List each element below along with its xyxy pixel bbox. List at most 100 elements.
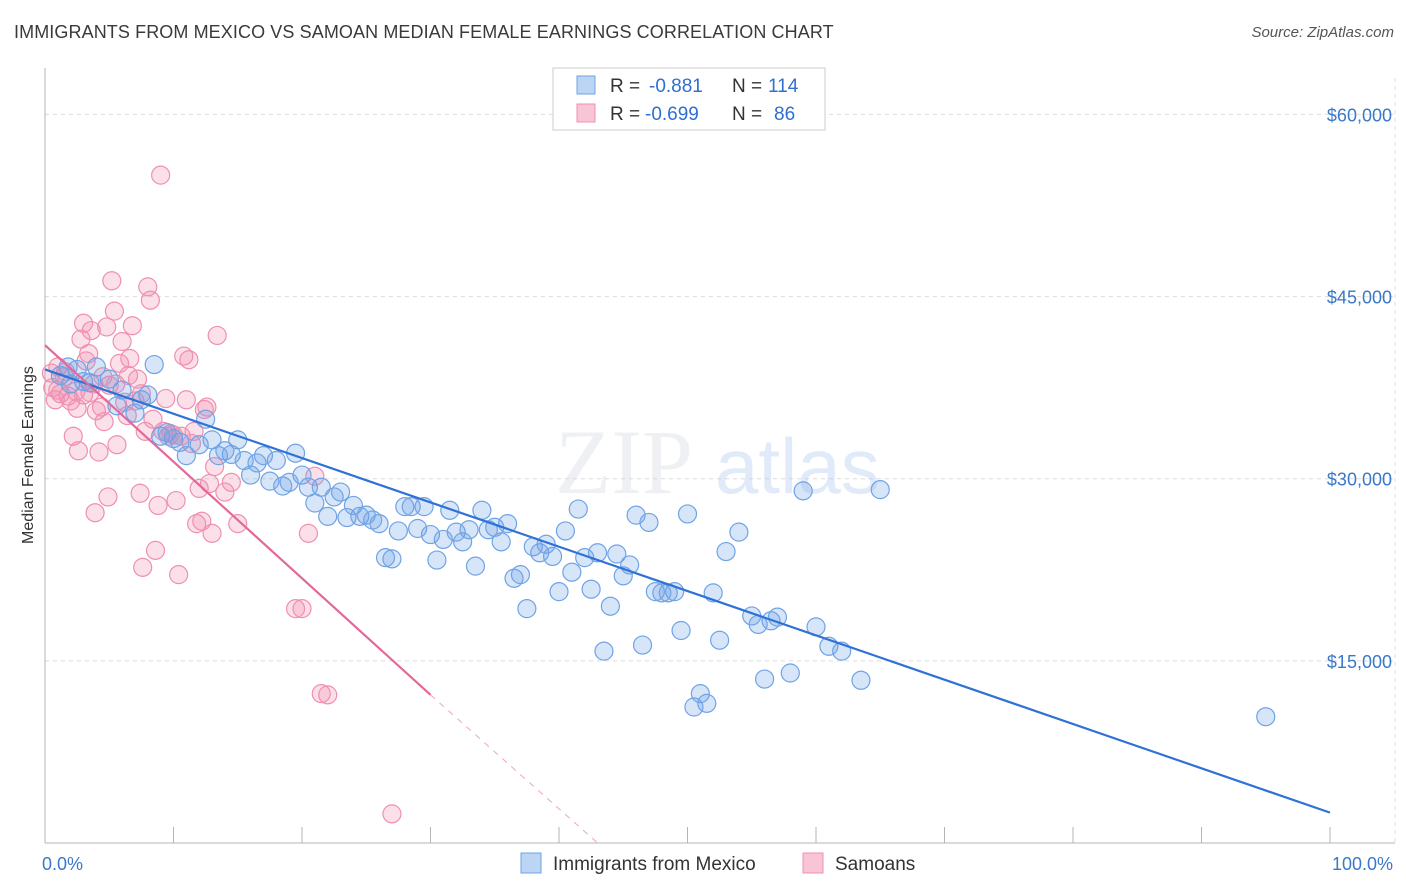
y-tick-labels: $15,000 $30,000 $45,000 $60,000 [1327,105,1392,671]
samoans-point-67 [292,599,312,619]
chart-title: IMMIGRANTS FROM MEXICO VS SAMOAN MEDIAN … [14,22,834,42]
legend-swatch-mexico [576,75,596,95]
x-tick-labels: 0.0% 100.0% [42,854,1393,874]
mexico-point-75 [549,582,569,602]
samoans-point-82 [43,378,63,398]
samoans-point-65 [228,514,248,534]
samoans-point-33 [133,557,153,577]
samoans-point-77 [80,382,100,403]
samoans-point-63 [215,482,235,502]
mexico-point-47 [369,514,389,534]
samoans-point-60 [202,523,222,543]
mexico-point-84 [607,544,627,564]
mexico-point-39 [318,506,338,526]
mexico-point-3 [67,359,87,380]
mexico-point-66 [491,532,511,552]
samoans-point-42 [156,388,176,409]
samoans-point-10 [73,313,94,333]
samoans-point-62 [207,325,227,346]
stats-legend: R = -0.881 N = 114 R = -0.699 N = 86 [552,67,826,131]
samoans-point-32 [130,483,150,503]
mexico-point-56 [427,550,447,570]
samoans-point-13 [81,320,101,341]
samoans-point-21 [102,271,122,291]
mexico-point-35 [292,465,312,485]
mexico-point-68 [504,568,524,588]
mexico-point-77 [562,562,582,582]
mexico-point-50 [388,521,408,541]
y-axis-label: Median Female Earnings [20,366,37,544]
legend-r-label-mexico: R = [610,76,640,97]
mexico-point-44 [350,506,370,526]
mexico-point-63 [472,500,492,520]
watermark-atlas: atlas [715,422,880,510]
samoans-point-46 [166,490,186,511]
mexico-point-97 [690,684,710,704]
bottom-legend-label-mexico: Immigrants from Mexico [553,854,756,875]
mexico-point-76 [555,521,576,541]
legend-r-value-samoans: -0.699 [645,104,699,125]
legend-n-label-samoans: N = [732,104,762,125]
samoans-point-85 [98,487,118,507]
samoans-point-18 [94,412,114,432]
mexico-point-18 [176,446,196,466]
mexico-point-49 [382,549,402,569]
samoans-point-70 [311,684,331,704]
samoans-point-38 [145,540,166,560]
axes [44,68,1395,844]
samoans-point-47 [169,565,189,585]
samoans-point-40 [151,165,171,185]
samoans-point-23 [107,435,127,455]
mexico-point-83 [600,596,621,616]
mexico-point-30 [260,471,280,491]
samoans-point-51 [179,350,199,370]
samoans-point-64 [221,472,241,492]
mexico-point-58 [440,500,460,520]
mexico-point-69 [510,565,531,585]
mexico-point-74 [542,546,563,567]
mexico-point-105 [754,669,775,689]
mexico-point-29 [253,446,274,466]
legend-r-value-mexico: -0.881 [649,76,703,97]
samoans-point-15 [86,401,107,421]
bottom-legend-swatch-mexico [520,852,542,874]
samoans-point-49 [174,346,194,366]
mexico-point-13 [144,354,164,375]
mexico-point-38 [311,477,331,497]
samoans-point-28 [120,348,140,369]
mexico-point-16 [163,429,184,449]
samoans-point-71 [318,685,338,705]
mexico-point-82 [594,641,614,661]
mexico-point-23 [215,441,235,461]
samoans-point-19 [97,317,117,337]
mexico-point-112 [851,670,871,690]
samoans-point-16 [89,442,109,462]
mexico-point-95 [677,504,698,524]
mexico-point-88 [632,635,653,655]
y-tick-label-3: $60,000 [1327,105,1392,125]
samoans-point-50 [176,390,196,410]
samoans-point-17 [91,397,112,417]
series-legend: Immigrants from Mexico Samoans [520,852,915,875]
mexico-trend-line [44,368,1331,814]
samoans-point-25 [112,331,132,352]
x-tick-label-start: 0.0% [42,854,83,874]
samoans-point-39 [148,495,168,516]
samoans-point-72 [382,804,402,824]
mexico-point-70 [517,599,537,619]
mexico-point-6 [86,357,107,377]
mexico-point-101 [716,541,736,562]
samoans-trend-line [44,344,432,696]
mexico-point-113 [870,480,890,500]
samoans-point-54 [187,514,207,534]
mexico-point-7 [99,369,119,389]
mexico-point-61 [459,520,479,540]
samoans-point-29 [122,316,142,336]
legend-n-label-mexico: N = [732,76,762,97]
bottom-legend-label-samoans: Samoans [835,854,915,875]
trend-lines [44,344,1331,844]
mexico-point-12 [138,385,158,405]
samoans-point-66 [285,599,306,619]
legend-n-value-mexico: 114 [768,76,799,97]
